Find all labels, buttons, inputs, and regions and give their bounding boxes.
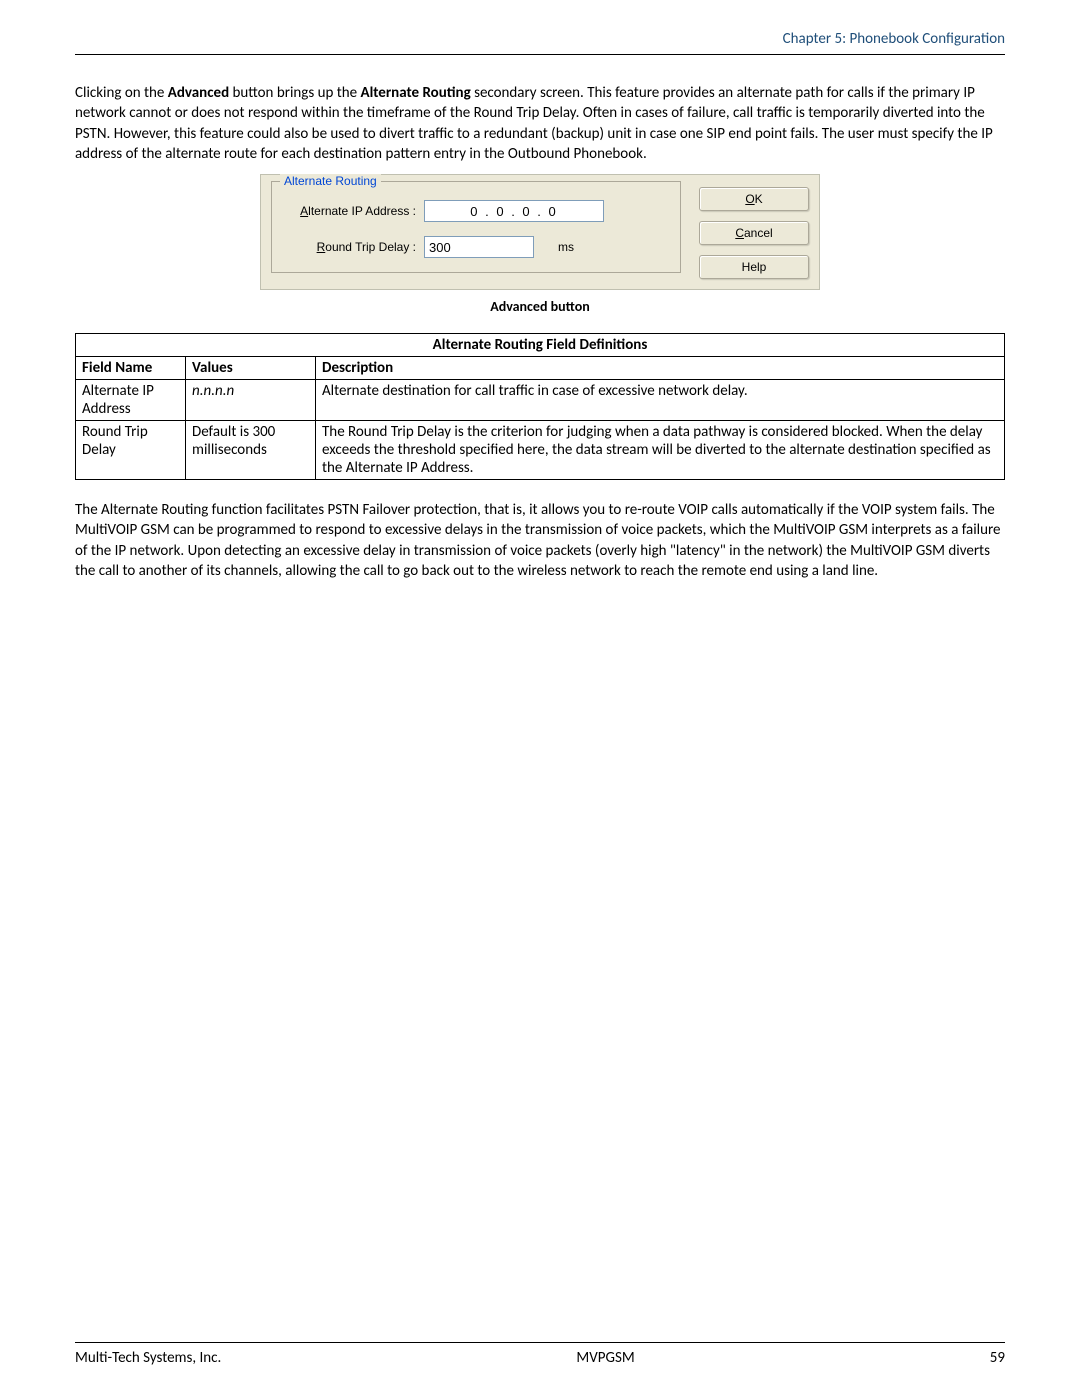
- ip-address-row: Alternate IP Address : 0 . 0 . 0 . 0: [284, 200, 668, 222]
- delay-label-rest: ound Trip Delay :: [325, 240, 416, 254]
- cell-values: n.n.n.n: [186, 380, 316, 421]
- table-header-row: Field Name Values Description: [76, 357, 1005, 380]
- table-title-row: Alternate Routing Field Definitions: [76, 334, 1005, 357]
- round-trip-delay-input[interactable]: [424, 236, 534, 258]
- closing-paragraph: The Alternate Routing function facilitat…: [75, 500, 1005, 581]
- delay-label: Round Trip Delay :: [284, 240, 424, 254]
- alternate-ip-input[interactable]: 0 . 0 . 0 . 0: [424, 200, 604, 222]
- th-desc: Description: [316, 357, 1005, 380]
- ip-label-mnemonic: A: [300, 204, 308, 218]
- intro-bold-advanced: Advanced: [168, 84, 229, 102]
- dialog-container: Alternate Routing Alternate IP Address :…: [75, 174, 1005, 290]
- cell-desc: The Round Trip Delay is the criterion fo…: [316, 421, 1005, 480]
- footer-left: Multi-Tech Systems, Inc.: [75, 1349, 221, 1367]
- ip-value: 0 . 0 . 0 . 0: [470, 204, 557, 219]
- header-rule: [75, 54, 1005, 55]
- ok-button[interactable]: OK: [699, 187, 809, 211]
- delay-row: Round Trip Delay : ms: [284, 236, 668, 258]
- intro-bold-altrouting: Alternate Routing: [361, 84, 471, 102]
- table-row: Alternate IP Address n.n.n.n Alternate d…: [76, 380, 1005, 421]
- cancel-rest: ancel: [744, 226, 773, 240]
- help-button[interactable]: Help: [699, 255, 809, 279]
- footer-right: 59: [990, 1349, 1005, 1367]
- footer-center: MVPGSM: [576, 1349, 634, 1367]
- figure-caption: Advanced button: [75, 298, 1005, 315]
- cell-desc: Alternate destination for call traffic i…: [316, 380, 1005, 421]
- ms-suffix: ms: [558, 240, 574, 254]
- field-definitions-table: Alternate Routing Field Definitions Fiel…: [75, 333, 1005, 480]
- ok-mnemonic: O: [745, 192, 754, 206]
- cell-field: Alternate IP Address: [76, 380, 186, 421]
- cell-field: Round Trip Delay: [76, 421, 186, 480]
- table-title: Alternate Routing Field Definitions: [76, 334, 1005, 357]
- ip-address-label: Alternate IP Address :: [284, 204, 424, 218]
- th-values: Values: [186, 357, 316, 380]
- page-footer: Multi-Tech Systems, Inc. MVPGSM 59: [75, 1342, 1005, 1367]
- cell-values: Default is 300 milliseconds: [186, 421, 316, 480]
- group-title: Alternate Routing: [280, 174, 381, 188]
- cancel-mnemonic: C: [735, 226, 744, 240]
- intro-text: Clicking on the: [75, 84, 168, 102]
- delay-label-mnemonic: R: [317, 240, 326, 254]
- dialog-buttons: OK Cancel Help: [699, 181, 809, 279]
- chapter-title: Chapter 5: Phonebook Configuration: [783, 30, 1005, 48]
- ok-rest: K: [755, 192, 763, 206]
- intro-text2: button brings up the: [229, 84, 360, 102]
- page-header: Chapter 5: Phonebook Configuration: [75, 30, 1005, 54]
- ip-label-rest: lternate IP Address :: [308, 204, 416, 218]
- table-row: Round Trip Delay Default is 300 millisec…: [76, 421, 1005, 480]
- footer-row: Multi-Tech Systems, Inc. MVPGSM 59: [75, 1349, 1005, 1367]
- intro-paragraph: Clicking on the Advanced button brings u…: [75, 83, 1005, 164]
- cancel-button[interactable]: Cancel: [699, 221, 809, 245]
- th-field: Field Name: [76, 357, 186, 380]
- alternate-routing-group: Alternate Routing Alternate IP Address :…: [271, 181, 681, 273]
- alternate-routing-dialog: Alternate Routing Alternate IP Address :…: [260, 174, 820, 290]
- footer-rule: [75, 1342, 1005, 1343]
